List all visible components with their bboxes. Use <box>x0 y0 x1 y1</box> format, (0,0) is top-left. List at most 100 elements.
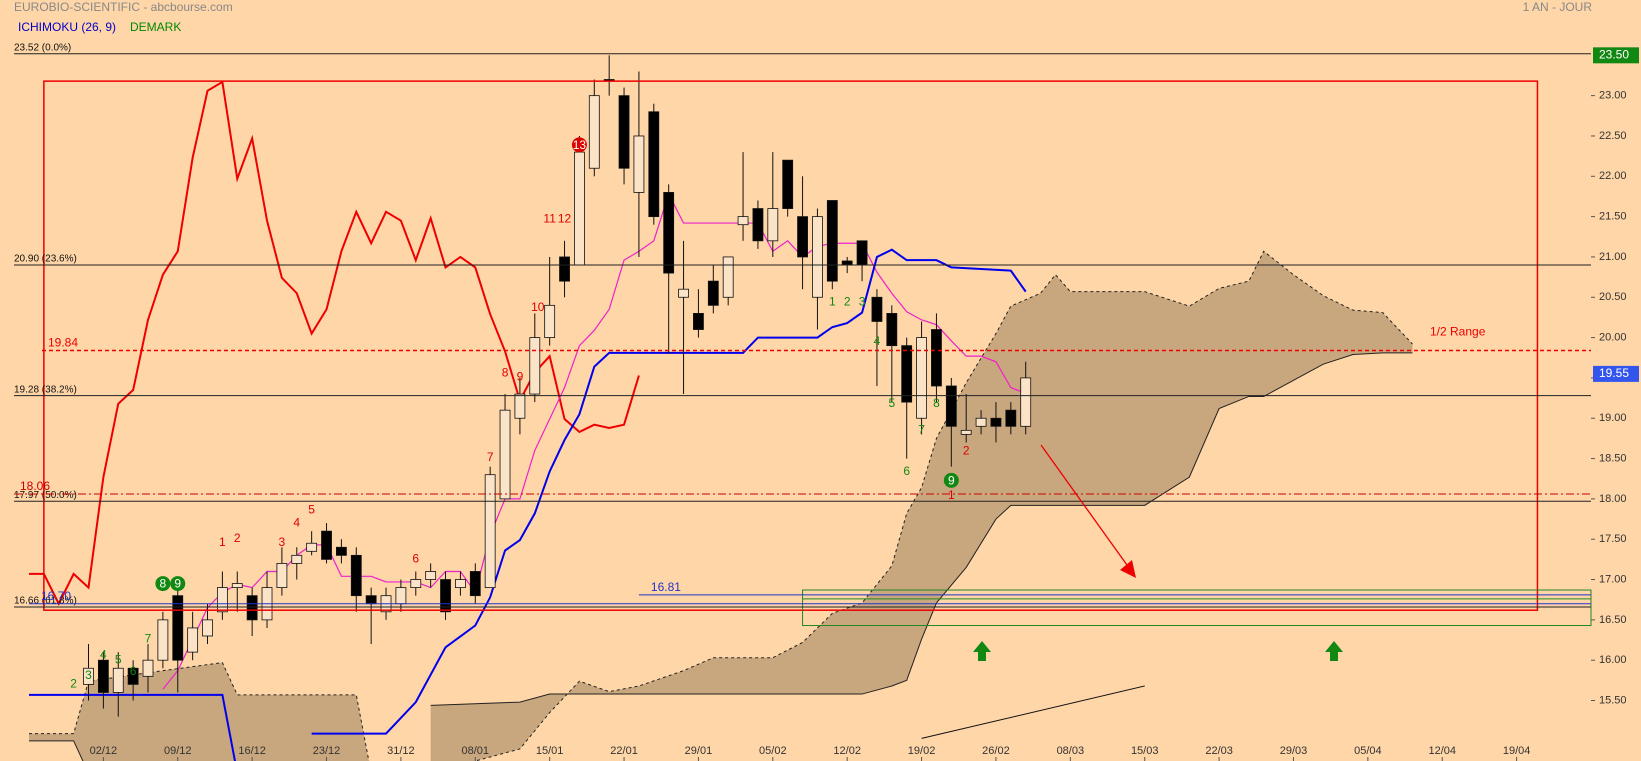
demark-count: 5 <box>115 653 122 667</box>
y-tick-label: 18.50 <box>1599 452 1627 464</box>
candle-body <box>1020 377 1032 427</box>
demark-count: 2 <box>844 294 851 308</box>
candle-body <box>588 95 600 169</box>
x-tick-label: 22/01 <box>610 745 638 757</box>
span-a <box>473 250 1413 761</box>
candle-body <box>901 345 913 403</box>
candle-body <box>112 667 124 693</box>
candle-body <box>826 200 838 282</box>
x-tick-label: 16/12 <box>238 745 266 757</box>
candle-body <box>455 579 466 589</box>
demark-count: 6 <box>412 552 419 566</box>
price-tag-label: 19.55 <box>1599 366 1629 380</box>
x-tick-label: 19/04 <box>1503 745 1531 757</box>
candle-body <box>797 216 808 258</box>
demark-count: 1 <box>829 294 836 308</box>
green-zone <box>802 589 1592 627</box>
demark-count: 10 <box>531 300 545 314</box>
candle-body <box>231 583 243 589</box>
y-tick-label: 17.50 <box>1599 533 1627 545</box>
chart-title: EUROBIO-SCIENTIFIC - abcbourse.com <box>14 0 233 14</box>
candle-body <box>410 579 422 589</box>
demark-circle <box>170 576 186 592</box>
candle-body <box>707 280 719 306</box>
candle-body <box>484 474 496 589</box>
demark-count: 13 <box>573 138 587 152</box>
x-tick-label: 05/02 <box>759 745 787 757</box>
fib-label: 17.97 (50.0%) <box>14 490 77 501</box>
span-b <box>430 352 1413 706</box>
x-tick-label: 02/12 <box>90 745 118 757</box>
x-tick-label: 26/02 <box>982 745 1010 757</box>
candle-body <box>335 546 347 556</box>
cloud-fill <box>430 251 1413 761</box>
x-tick-label: 23/12 <box>313 745 341 757</box>
candle-body <box>157 619 169 661</box>
fib-label: 19.28 (38.2%) <box>14 384 77 395</box>
span-b <box>29 740 84 761</box>
demark-count: 6 <box>903 464 910 478</box>
candle-body <box>216 587 228 613</box>
candle-body <box>693 312 704 330</box>
demark-count: 9 <box>948 474 955 488</box>
y-tick-label: 22.50 <box>1599 130 1627 142</box>
candle-body <box>365 595 377 605</box>
candle-body <box>395 587 407 605</box>
candle-body <box>916 337 927 419</box>
period: 1 AN - JOUR <box>1523 0 1593 14</box>
y-tick-label: 21.50 <box>1599 211 1627 223</box>
candle-body <box>499 409 511 500</box>
candle-body <box>514 393 526 419</box>
candle-body <box>306 542 318 552</box>
x-tick-label: 29/01 <box>685 745 713 757</box>
candle-body <box>291 554 303 564</box>
candle-body <box>886 312 898 347</box>
demark-count: 3 <box>859 294 866 308</box>
demark-count: 4 <box>100 648 107 662</box>
indicator-name: ICHIMOKU (26, 9) <box>18 20 116 34</box>
y-tick-label: 17.00 <box>1599 573 1627 585</box>
candle-body <box>440 579 451 613</box>
demark-circle <box>155 576 171 592</box>
candle-body <box>142 659 154 677</box>
candle-body <box>931 329 942 387</box>
red-arrow <box>1040 444 1133 573</box>
demark-count: 4 <box>293 515 300 529</box>
demark-count: 5 <box>308 503 315 517</box>
x-tick-label: 09/12 <box>164 745 192 757</box>
x-tick-label: 08/01 <box>462 745 490 757</box>
demark-count: 1 <box>219 535 226 549</box>
y-tick-label: 22.00 <box>1599 170 1627 182</box>
candle-body <box>172 595 184 661</box>
candle-body <box>737 216 749 226</box>
demark-count: 11 <box>543 211 556 225</box>
x-tick-label: 15/01 <box>536 745 564 757</box>
x-tick-label: 15/03 <box>1131 745 1159 757</box>
x-tick-label: 19/02 <box>908 745 936 757</box>
candle-body <box>722 256 734 298</box>
y-tick-label: 21.00 <box>1599 251 1627 263</box>
demark-count: 5 <box>888 396 895 410</box>
indicator-line <box>921 685 1145 739</box>
fib-label: 23.52 (0.0%) <box>14 42 71 53</box>
candle-body <box>945 385 957 427</box>
candle-body <box>529 337 541 395</box>
demark-count: 8 <box>933 396 940 410</box>
blue-level-label: 16.81 <box>651 580 681 594</box>
candle-body <box>321 530 332 560</box>
half-range-value: 19.84 <box>48 336 78 350</box>
x-tick-label: 05/04 <box>1354 745 1382 757</box>
candle-body <box>856 240 868 266</box>
demark-count: 3 <box>85 668 92 682</box>
demark-count: 3 <box>279 535 286 549</box>
y-tick-label: 16.50 <box>1599 614 1627 626</box>
y-tick-label: 15.50 <box>1599 694 1627 706</box>
candle-body <box>350 554 362 597</box>
candle-body <box>574 151 585 266</box>
demark-count: 7 <box>145 632 152 646</box>
span-a <box>29 662 370 761</box>
candle-body <box>202 619 213 637</box>
fib-label: 20.90 (23.6%) <box>14 254 77 265</box>
y-tick-label: 19.00 <box>1599 412 1627 424</box>
